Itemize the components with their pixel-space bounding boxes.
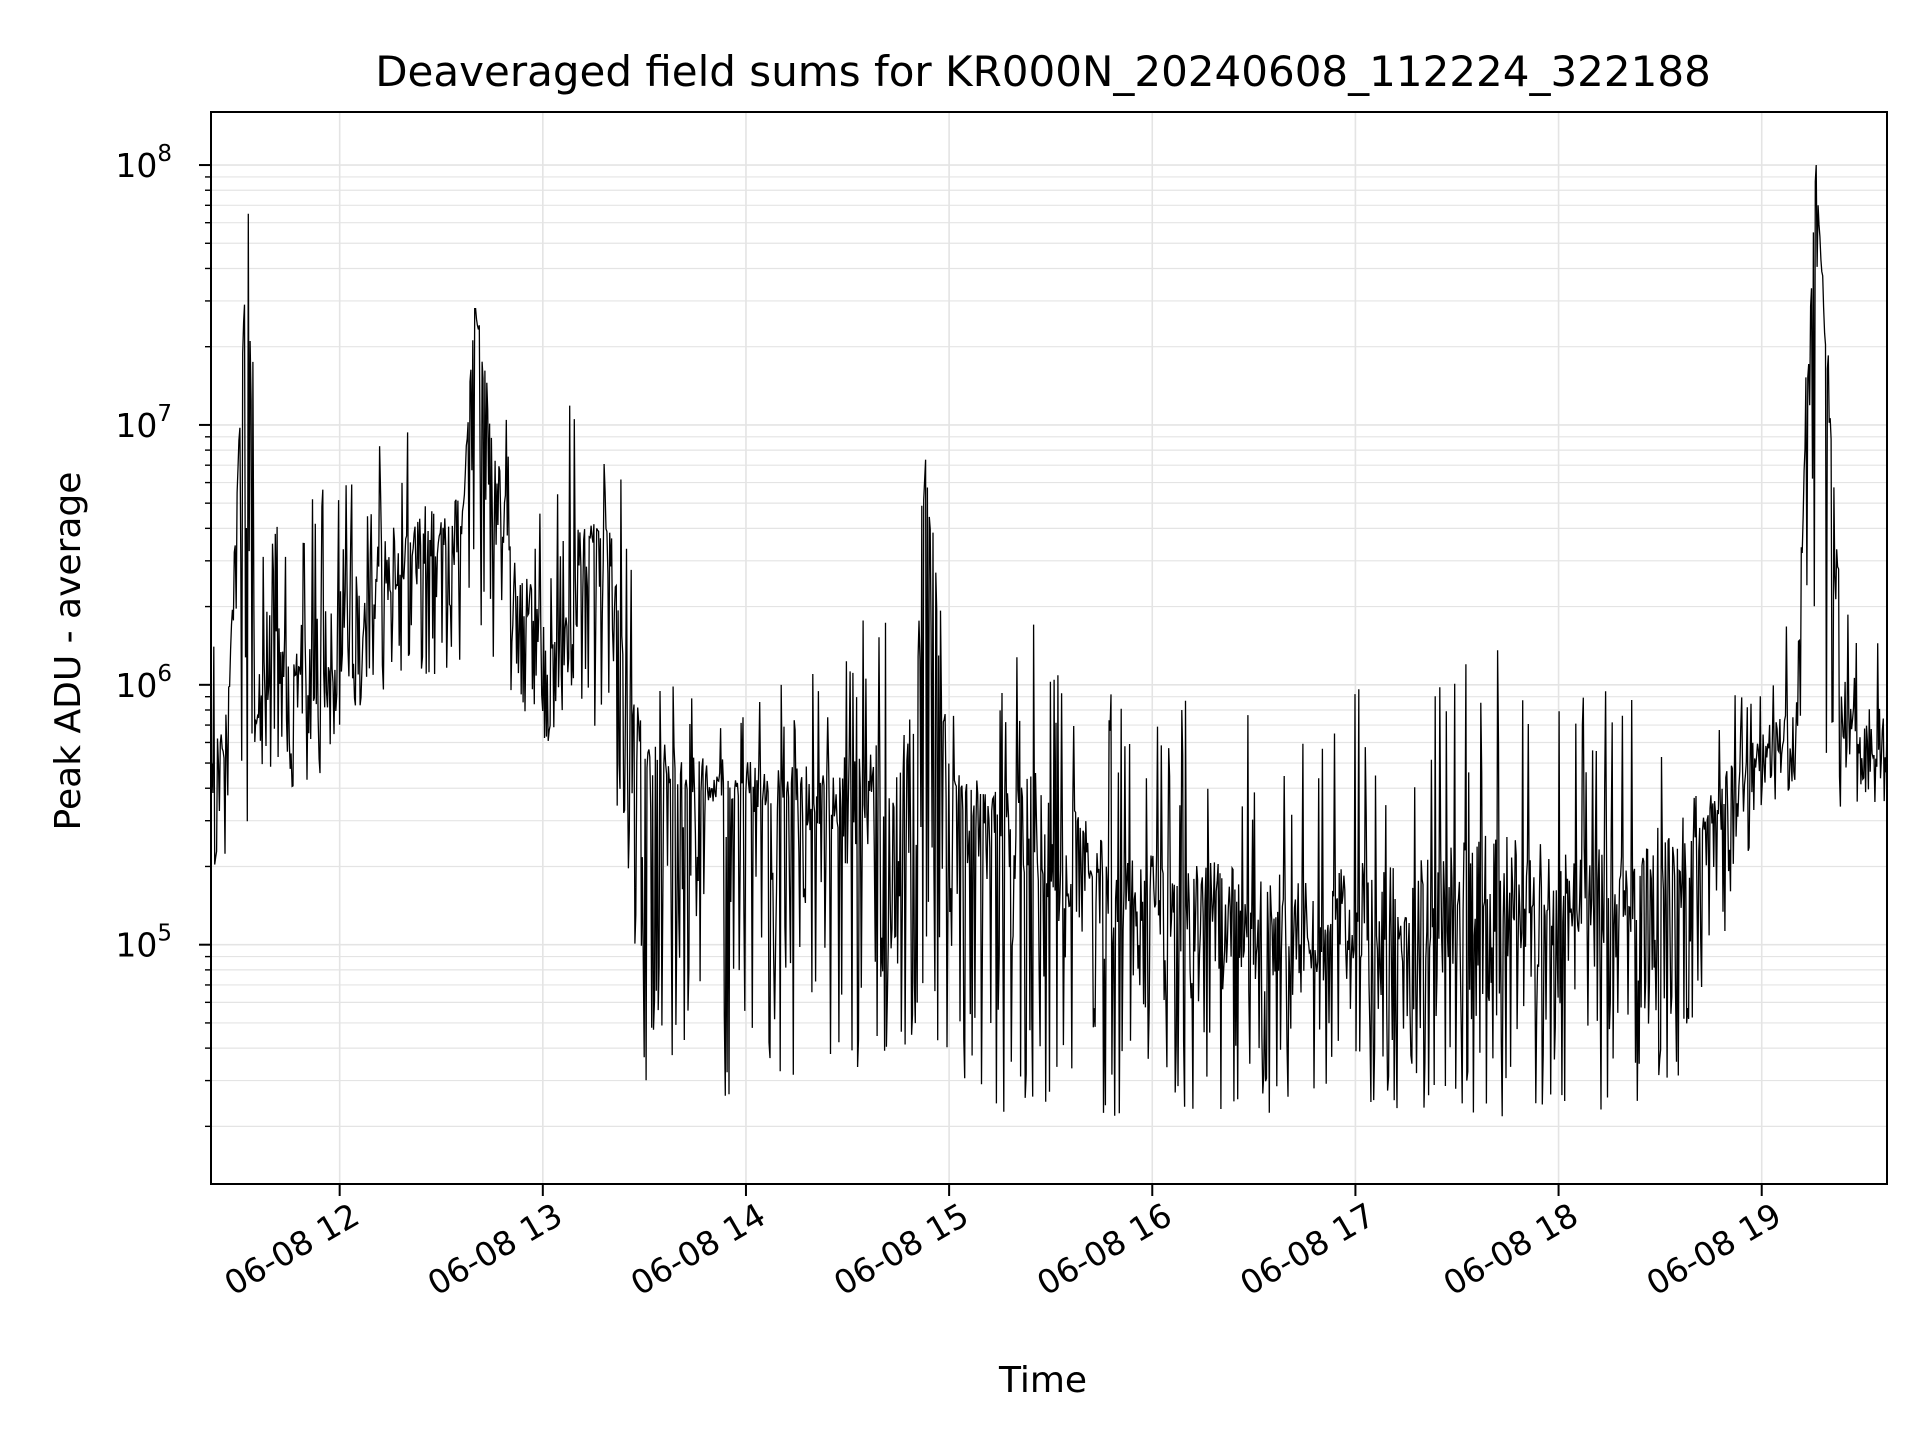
series-trace [210, 164, 1888, 1117]
y-tick-label: 105 [115, 921, 172, 965]
y-tick-label: 107 [115, 401, 172, 445]
y-tick-label: 106 [115, 661, 172, 705]
y-axis: 105 106 107 108 [115, 141, 211, 1128]
y-axis-label: Peak ADU - average [48, 472, 89, 831]
chart-title: Deaveraged field sums for KR000N_2024060… [375, 47, 1711, 96]
series-line [210, 164, 1888, 1117]
plot-area-frame [210, 111, 1888, 1185]
y-tick-label: 108 [115, 141, 172, 185]
x-axis-label: Time [998, 1360, 1087, 1401]
